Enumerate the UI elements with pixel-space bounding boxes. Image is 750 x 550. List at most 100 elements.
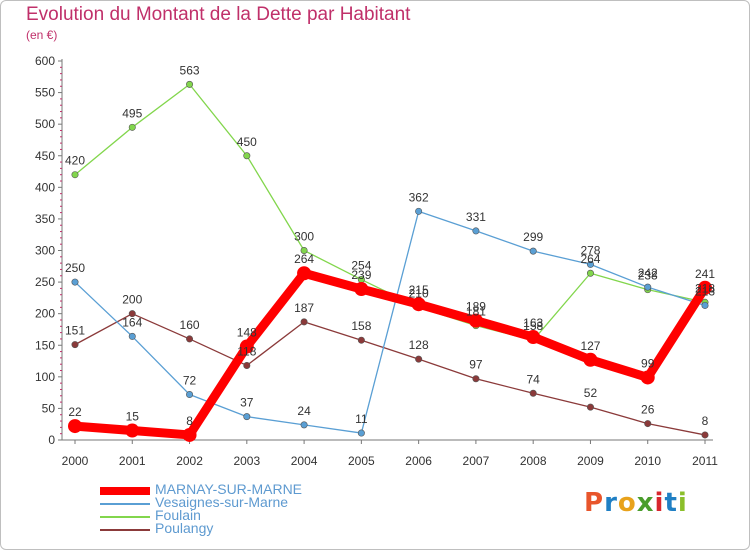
logo-letter: r [604,488,618,518]
x-tick-label: 2002 [176,454,203,468]
x-tick-label: 2005 [348,454,375,468]
data-point-vesaignes-sur-marne [357,429,365,437]
data-point-foulain [586,269,594,277]
data-label-marnay-sur-marne: 189 [466,300,486,314]
data-label-vesaignes-sur-marne: 11 [355,412,368,426]
data-label-foulain: 563 [180,63,200,77]
data-label-poulangy: 158 [351,319,371,333]
data-point-marnay-sur-marne [354,282,369,297]
data-label-foulain: 158 [523,319,543,333]
data-point-foulain [128,123,136,131]
legend-swatch [100,529,150,531]
data-label-vesaignes-sur-marne: 278 [580,243,600,257]
data-label-vesaignes-sur-marne: 331 [466,210,486,224]
data-point-poulangy [586,403,594,411]
data-label-vesaignes-sur-marne: 299 [523,230,543,244]
series-line-poulangy [74,313,706,436]
series-line-vesaignes-sur-marne [74,210,706,434]
proxiti-logo: Proxiti [584,488,688,518]
data-point-marnay-sur-marne [239,339,254,354]
data-label-vesaignes-sur-marne: 213 [695,284,715,298]
data-label-poulangy: 118 [237,344,256,358]
data-point-poulangy [644,420,652,428]
data-label-marnay-sur-marne: 127 [580,339,600,353]
data-label-marnay-sur-marne: 15 [126,410,140,424]
data-point-poulangy [128,310,136,318]
x-tick-label: 2004 [291,454,318,468]
data-point-poulangy [243,361,251,369]
data-point-foulain [300,247,308,255]
data-point-marnay-sur-marne [583,352,598,367]
data-point-poulangy [415,355,423,363]
logo-letter: x [636,488,655,518]
y-tick-label: 400 [35,180,55,194]
data-point-poulangy [472,375,480,383]
data-label-vesaignes-sur-marne: 37 [240,396,254,410]
data-label-marnay-sur-marne: 215 [409,283,429,297]
y-tick-label: 250 [35,275,55,289]
logo-letter: i [654,488,665,518]
data-point-vesaignes-sur-marne [644,283,652,291]
logo-letter: t [664,488,678,518]
x-tick-label: 2003 [233,454,260,468]
data-label-foulain: 300 [294,230,314,244]
legend-label: MARNAY-SUR-MARNE [155,481,303,497]
legend-swatch [100,487,150,495]
data-point-poulangy [701,431,709,439]
data-label-vesaignes-sur-marne: 164 [122,315,142,329]
y-tick-label: 450 [35,149,55,163]
y-tick-label: 0 [48,433,55,447]
data-label-poulangy: 160 [180,318,200,332]
data-label-poulangy: 187 [294,301,314,315]
data-label-vesaignes-sur-marne: 72 [183,374,197,388]
y-tick-label: 200 [35,307,55,321]
data-label-foulain: 450 [237,135,257,149]
data-point-vesaignes-sur-marne [71,278,79,286]
data-label-vesaignes-sur-marne: 250 [65,261,85,275]
data-label-poulangy: 97 [469,358,483,372]
data-point-poulangy [357,336,365,344]
logo-letter: P [584,488,605,518]
data-label-marnay-sur-marne: 163 [523,316,543,330]
data-label-foulain: 210 [409,286,429,300]
x-tick-label: 2007 [463,454,490,468]
data-point-marnay-sur-marne [468,313,483,328]
y-tick-label: 300 [35,244,55,258]
data-point-vesaignes-sur-marne [529,247,537,255]
legend-swatch [100,516,150,518]
data-label-poulangy: 200 [122,293,142,307]
data-point-marnay-sur-marne [68,419,82,434]
data-label-marnay-sur-marne: 148 [237,326,257,340]
data-point-foulain [243,152,251,160]
x-tick-label: 2011 [692,454,718,468]
x-tick-label: 2000 [62,454,89,468]
y-tick-label: 150 [35,338,55,352]
x-tick-label: 2009 [577,454,604,468]
chart-subtitle: (en €) [26,28,58,42]
logo-letter: i [677,488,688,518]
legend-swatch [100,503,150,505]
series-line-foulain [74,83,706,341]
x-tick-label: 2008 [520,454,547,468]
data-label-foulain: 181 [466,305,486,319]
data-label-vesaignes-sur-marne: 24 [297,404,311,418]
data-label-vesaignes-sur-marne: 362 [409,190,429,204]
data-point-poulangy [71,341,79,349]
data-point-marnay-sur-marne [526,330,541,345]
data-label-foulain: 264 [580,252,600,266]
data-point-poulangy [186,335,194,343]
data-point-marnay-sur-marne [640,370,655,385]
data-label-poulangy: 128 [409,338,429,352]
data-label-poulangy: 52 [584,386,598,400]
data-point-vesaignes-sur-marne [128,332,136,340]
data-point-vesaignes-sur-marne [186,391,194,399]
data-label-foulain: 254 [351,259,371,273]
data-point-vesaignes-sur-marne [243,413,251,421]
data-label-poulangy: 26 [641,403,655,417]
data-label-foulain: 218 [695,281,715,295]
data-label-marnay-sur-marne: 99 [641,356,655,370]
data-point-foulain [186,80,194,88]
data-point-vesaignes-sur-marne [415,207,423,215]
